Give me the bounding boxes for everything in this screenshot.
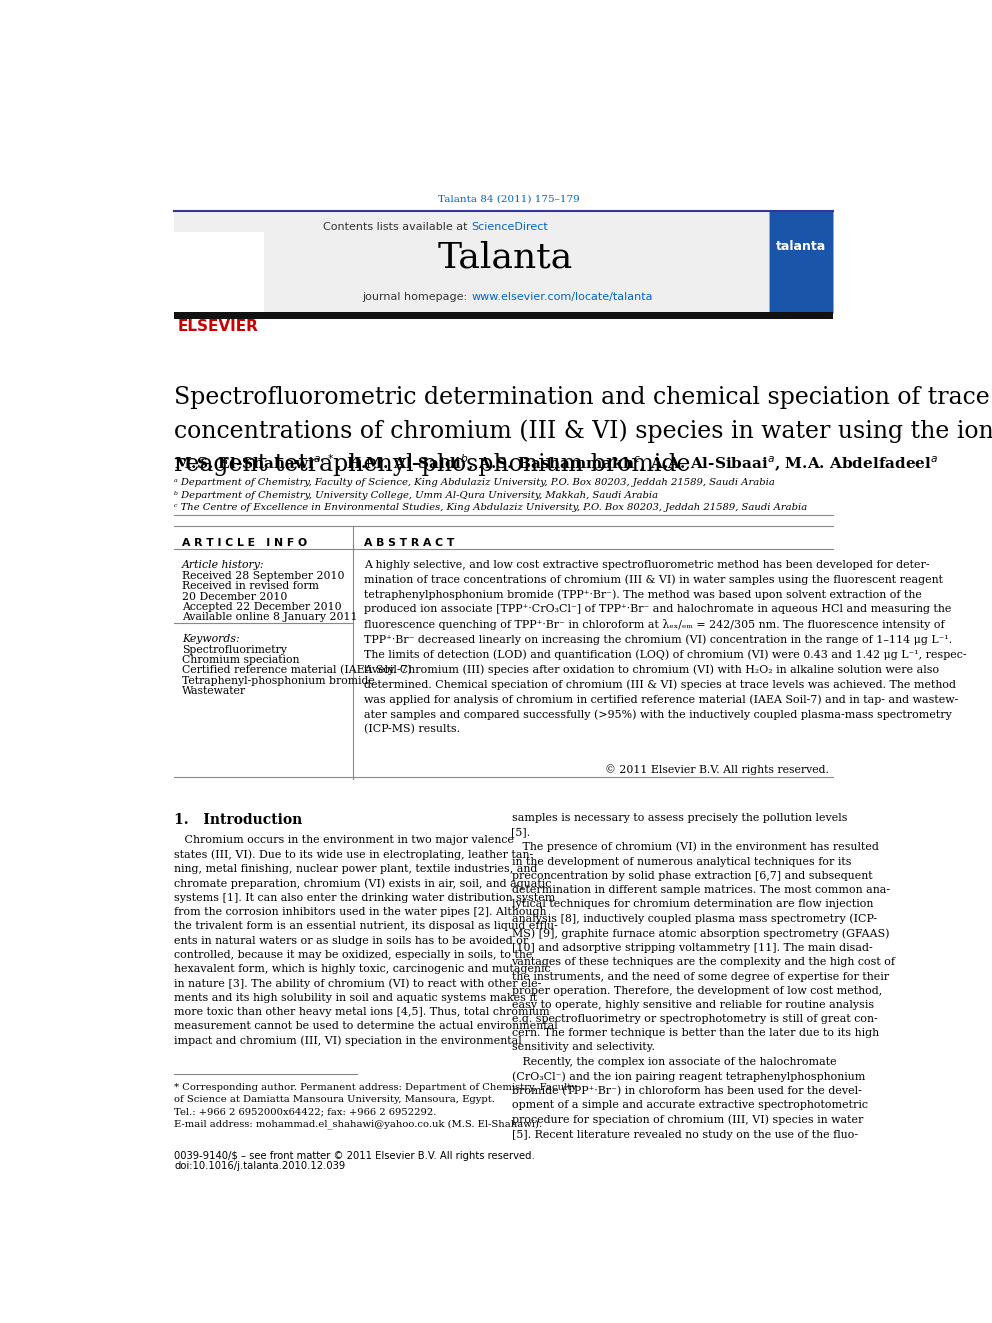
Text: Article history:: Article history:	[183, 560, 265, 570]
Text: www.elsevier.com/locate/talanta: www.elsevier.com/locate/talanta	[471, 292, 653, 303]
Text: doi:10.1016/j.talanta.2010.12.039: doi:10.1016/j.talanta.2010.12.039	[175, 1162, 345, 1171]
Text: 20 December 2010: 20 December 2010	[183, 591, 288, 602]
Text: Contents lists available at: Contents lists available at	[323, 221, 471, 232]
Text: talanta: talanta	[776, 239, 825, 253]
Text: Spectrofluorometric determination and chemical speciation of trace
concentration: Spectrofluorometric determination and ch…	[175, 386, 992, 475]
Text: Talanta 84 (2011) 175–179: Talanta 84 (2011) 175–179	[437, 194, 579, 204]
Text: M.S. El-Shahawi$^{a,*}$, H.M. Al-Saidi$^{b}$, A.S. Bashammakh$^{c}$, A.A. Al-Sib: M.S. El-Shahawi$^{a,*}$, H.M. Al-Saidi$^…	[175, 452, 938, 474]
Text: Accepted 22 December 2010: Accepted 22 December 2010	[183, 602, 342, 611]
Text: A R T I C L E   I N F O: A R T I C L E I N F O	[183, 538, 308, 548]
Text: Talanta: Talanta	[437, 241, 573, 274]
Text: ELSEVIER: ELSEVIER	[179, 319, 259, 333]
Text: Keywords:: Keywords:	[183, 634, 240, 644]
Bar	[175, 212, 833, 312]
Text: Available online 8 January 2011: Available online 8 January 2011	[183, 611, 358, 622]
Text: 0039-9140/$ – see front matter © 2011 Elsevier B.V. All rights reserved.: 0039-9140/$ – see front matter © 2011 El…	[175, 1151, 535, 1160]
Text: ᶜ The Centre of Excellence in Environmental Studies, King Abdulaziz University, : ᶜ The Centre of Excellence in Environmen…	[175, 503, 807, 512]
Text: Chromium occurs in the environment in two major valence
states (III, VI). Due to: Chromium occurs in the environment in tw…	[175, 835, 558, 1046]
Text: Received 28 September 2010: Received 28 September 2010	[183, 570, 344, 581]
Text: Certified reference material (IAEA Soil-7): Certified reference material (IAEA Soil-…	[183, 665, 412, 676]
Text: ᵇ Department of Chemistry, University College, Umm Al-Qura University, Makkah, S: ᵇ Department of Chemistry, University Co…	[175, 491, 659, 500]
Text: Received in revised form: Received in revised form	[183, 582, 319, 591]
Text: Wastewater: Wastewater	[183, 687, 246, 696]
Text: A highly selective, and low cost extractive spectrofluorometric method has been : A highly selective, and low cost extract…	[364, 560, 967, 734]
Text: samples is necessary to assess precisely the pollution levels
[5].
   The presen: samples is necessary to assess precisely…	[512, 814, 896, 1139]
Text: ScienceDirect: ScienceDirect	[471, 221, 548, 232]
Text: journal homepage:: journal homepage:	[362, 292, 471, 303]
Bar	[769, 212, 833, 312]
Text: 1.   Introduction: 1. Introduction	[175, 814, 303, 827]
Text: © 2011 Elsevier B.V. All rights reserved.: © 2011 Elsevier B.V. All rights reserved…	[605, 763, 829, 775]
Text: * Corresponding author. Permanent address: Department of Chemistry, Faculty
of S: * Corresponding author. Permanent addres…	[175, 1082, 577, 1129]
Bar	[175, 232, 264, 312]
Bar	[175, 312, 833, 319]
Text: Tetraphenyl-phosphonium bromide: Tetraphenyl-phosphonium bromide	[183, 676, 375, 685]
Text: A B S T R A C T: A B S T R A C T	[364, 538, 454, 548]
Text: ᵃ Department of Chemistry, Faculty of Science, King Abdulaziz University, P.O. B: ᵃ Department of Chemistry, Faculty of Sc…	[175, 479, 776, 487]
Text: Spectrofluorimetry: Spectrofluorimetry	[183, 644, 287, 655]
Text: Chromium speciation: Chromium speciation	[183, 655, 300, 665]
